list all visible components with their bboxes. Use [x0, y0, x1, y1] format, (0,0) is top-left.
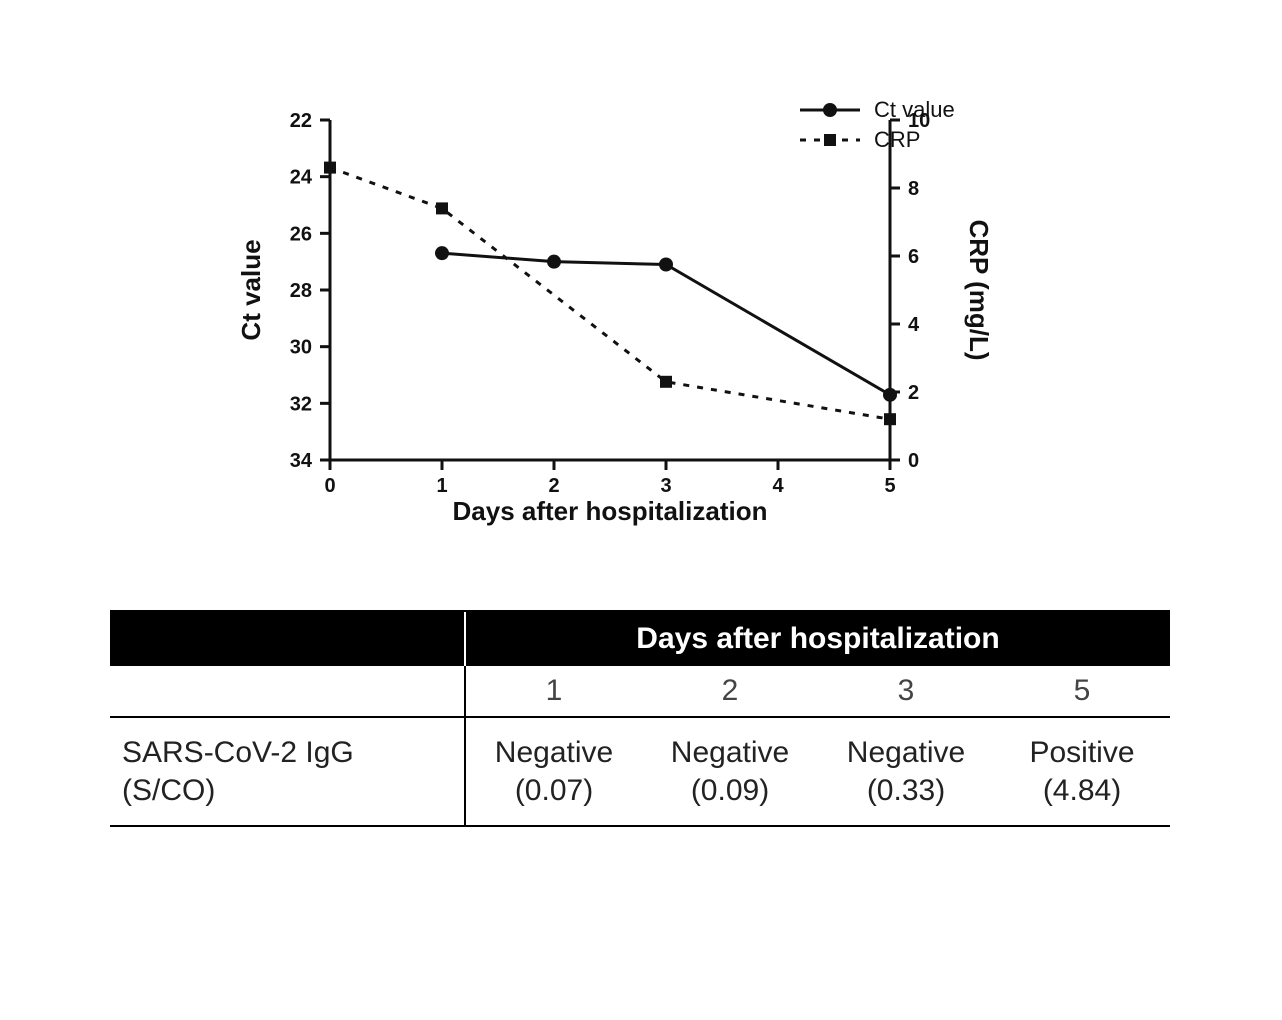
igg-table: Days after hospitalization 1 2 3 5 SARS-… [110, 610, 1170, 827]
svg-text:4: 4 [908, 314, 920, 336]
page: 012345222426283032340246810Days after ho… [0, 0, 1282, 1020]
svg-text:30: 30 [290, 337, 312, 359]
table-header-spanning: Days after hospitalization [466, 612, 1170, 666]
svg-text:24: 24 [290, 167, 313, 189]
cell-3-line2: (0.33) [867, 774, 945, 807]
svg-text:2: 2 [908, 382, 919, 404]
svg-text:22: 22 [290, 110, 312, 132]
svg-text:4: 4 [772, 475, 784, 497]
svg-text:5: 5 [884, 475, 895, 497]
chart-container: 012345222426283032340246810Days after ho… [210, 90, 1060, 550]
table-row-label-line2: (S/CO) [122, 774, 215, 807]
cell-5-line1: Positive [1029, 736, 1134, 769]
svg-text:CRP: CRP [874, 127, 920, 152]
table-day-row-empty [110, 666, 466, 718]
svg-text:Ct value: Ct value [236, 239, 266, 340]
svg-text:Ct value: Ct value [874, 97, 955, 122]
table-cell-5: Positive (4.84) [994, 718, 1170, 825]
svg-text:8: 8 [908, 178, 919, 200]
svg-text:1: 1 [436, 475, 447, 497]
table-data-row: SARS-CoV-2 IgG (S/CO) Negative (0.07) Ne… [110, 718, 1170, 825]
svg-text:CRP (mg/L): CRP (mg/L) [964, 219, 994, 360]
cell-3-line1: Negative [847, 736, 965, 769]
svg-text:0: 0 [908, 450, 919, 472]
table-day-1: 1 [466, 666, 642, 718]
svg-text:2: 2 [548, 475, 559, 497]
table-row-label: SARS-CoV-2 IgG (S/CO) [110, 718, 466, 825]
table-cell-2: Negative (0.09) [642, 718, 818, 825]
svg-text:26: 26 [290, 223, 312, 245]
cell-2-line2: (0.09) [691, 774, 769, 807]
table-day-row: 1 2 3 5 [110, 666, 1170, 718]
table-day-3: 3 [818, 666, 994, 718]
table-header-empty [110, 612, 466, 666]
svg-text:6: 6 [908, 246, 919, 268]
svg-text:0: 0 [324, 475, 335, 497]
table-day-5: 5 [994, 666, 1170, 718]
table-row-label-line1: SARS-CoV-2 IgG [122, 736, 354, 769]
dual-axis-line-chart: 012345222426283032340246810Days after ho… [210, 90, 1060, 550]
table-header-row: Days after hospitalization [110, 612, 1170, 666]
table-cell-1: Negative (0.07) [466, 718, 642, 825]
table-cell-3: Negative (0.33) [818, 718, 994, 825]
table-day-2: 2 [642, 666, 818, 718]
cell-5-line2: (4.84) [1043, 774, 1121, 807]
cell-1-line2: (0.07) [515, 774, 593, 807]
svg-text:3: 3 [660, 475, 671, 497]
svg-text:28: 28 [290, 280, 312, 302]
svg-text:32: 32 [290, 393, 312, 415]
svg-text:Days after hospitalization: Days after hospitalization [453, 496, 768, 526]
cell-2-line1: Negative [671, 736, 789, 769]
svg-text:34: 34 [290, 450, 313, 472]
cell-1-line1: Negative [495, 736, 613, 769]
